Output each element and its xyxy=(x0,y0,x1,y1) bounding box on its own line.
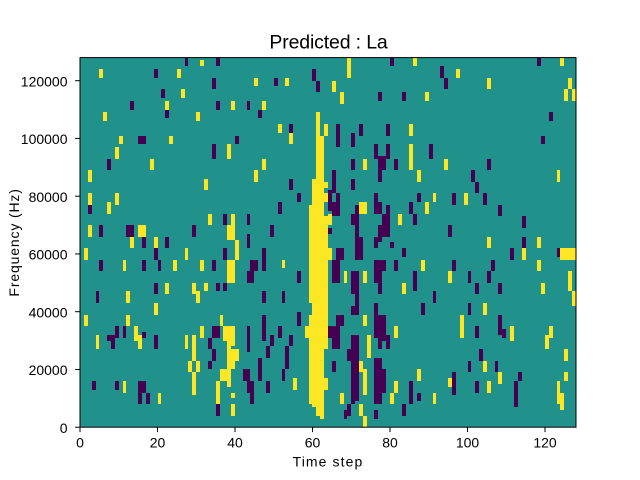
svg-text:0: 0 xyxy=(60,420,68,436)
svg-text:Predicted : La: Predicted : La xyxy=(269,32,388,54)
svg-text:100: 100 xyxy=(456,435,480,451)
svg-text:20000: 20000 xyxy=(29,362,68,378)
svg-text:20: 20 xyxy=(150,435,166,451)
svg-text:0: 0 xyxy=(76,435,84,451)
svg-text:80: 80 xyxy=(382,435,398,451)
svg-text:120: 120 xyxy=(533,435,557,451)
svg-text:100000: 100000 xyxy=(21,131,68,147)
svg-text:60000: 60000 xyxy=(29,247,68,263)
svg-text:80000: 80000 xyxy=(29,189,68,205)
svg-text:Time step: Time step xyxy=(293,454,364,470)
svg-text:120000: 120000 xyxy=(21,73,68,89)
svg-text:40: 40 xyxy=(227,435,243,451)
svg-text:60: 60 xyxy=(305,435,321,451)
svg-text:40000: 40000 xyxy=(29,304,68,320)
svg-text:Frequency (Hz): Frequency (Hz) xyxy=(6,188,22,296)
